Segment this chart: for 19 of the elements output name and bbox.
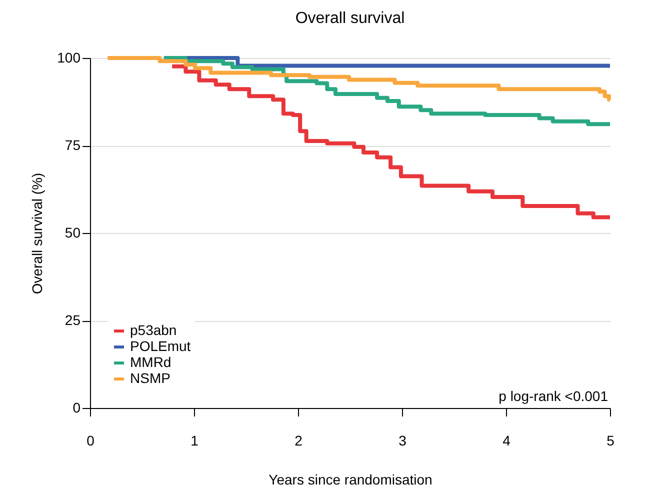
x-tick-label: 2	[294, 432, 303, 448]
y-tick-label: 50	[64, 224, 81, 240]
y-tick-label: 0	[72, 400, 81, 416]
chart-title: Overall survival	[295, 10, 405, 27]
x-tick-label: 3	[398, 432, 407, 448]
legend-label: MMRd	[130, 354, 172, 370]
y-tick-label: 75	[64, 137, 81, 153]
legend-label: p53abn	[130, 322, 177, 338]
y-tick-label: 100	[57, 50, 81, 66]
legend-label: POLEmut	[130, 338, 191, 354]
x-tick-label: 4	[502, 432, 511, 448]
x-tick-label: 1	[190, 432, 199, 448]
legend-label: NSMP	[130, 370, 170, 386]
annotation: p log-rank <0.001	[498, 388, 608, 404]
x-axis-title: Years since randomisation	[268, 472, 432, 488]
x-tick-label: 0	[86, 432, 95, 448]
x-tick-label: 5	[606, 432, 615, 448]
y-axis-title: Overall survival (%)	[29, 172, 46, 294]
y-tick-label: 25	[64, 312, 81, 328]
